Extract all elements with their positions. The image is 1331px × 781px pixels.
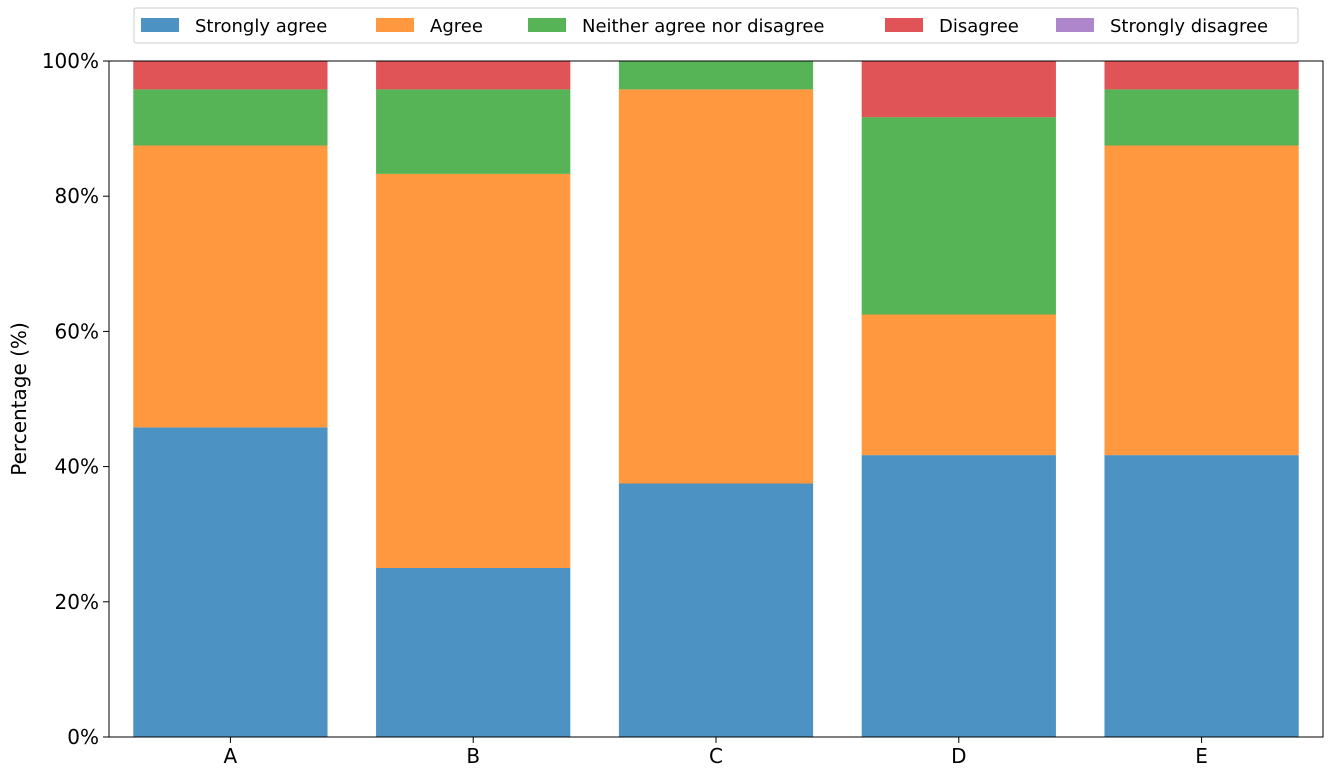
legend-label: Neither agree nor disagree [582,16,825,37]
bar-segment [133,427,328,737]
legend-label: Strongly disagree [1110,16,1268,37]
bar-segment [376,568,571,737]
bar-segment [1104,61,1299,90]
legend-swatch [1056,18,1094,32]
legend-label: Strongly agree [195,16,327,37]
bar-segment [376,61,571,90]
legend-swatch [141,18,179,32]
bar-segment [376,173,571,568]
bar-segment [1104,145,1299,456]
y-axis: 0% 20% 40% 60% 80% 100% [42,49,109,749]
y-tick-label: 0% [67,725,99,749]
legend-label: Disagree [939,16,1019,37]
x-tick-label: B [466,744,480,768]
legend-swatch [528,18,566,32]
bar-segment [376,89,571,174]
bar-segment [1104,89,1299,146]
x-tick-label: D [951,744,966,768]
legend-items: Strongly agree Agree Neither agree nor dis… [141,16,1268,37]
bar-segment [861,455,1056,737]
y-tick-label: 100% [42,49,99,73]
bar-segment [861,117,1056,315]
bar-segment [1104,455,1299,737]
x-tick-label: E [1195,744,1208,768]
y-tick-label: 40% [55,455,99,479]
y-tick-label: 60% [55,319,99,343]
bar-segment [618,61,814,90]
legend-swatch [885,18,923,32]
legend-label: Agree [430,16,483,37]
x-tick-label: C [709,744,723,768]
bar-segment [618,483,814,737]
legend-box [133,7,1299,44]
legend: Strongly agree Agree Neither agree nor dis… [133,7,1299,44]
y-tick-label: 20% [55,590,99,614]
x-tick-label: A [224,744,238,768]
legend-swatch [376,18,414,32]
y-axis-title: Percentage (%) [7,322,31,475]
bar-segment [133,145,328,428]
y-tick-label: 80% [55,184,99,208]
bar-segment [861,61,1056,118]
x-axis: A B C D E [224,737,1208,768]
bar-segment [618,89,814,484]
bar-segment [133,61,328,90]
bar-segment [133,89,328,146]
bars-layer [133,61,1299,737]
bar-segment [861,314,1056,456]
